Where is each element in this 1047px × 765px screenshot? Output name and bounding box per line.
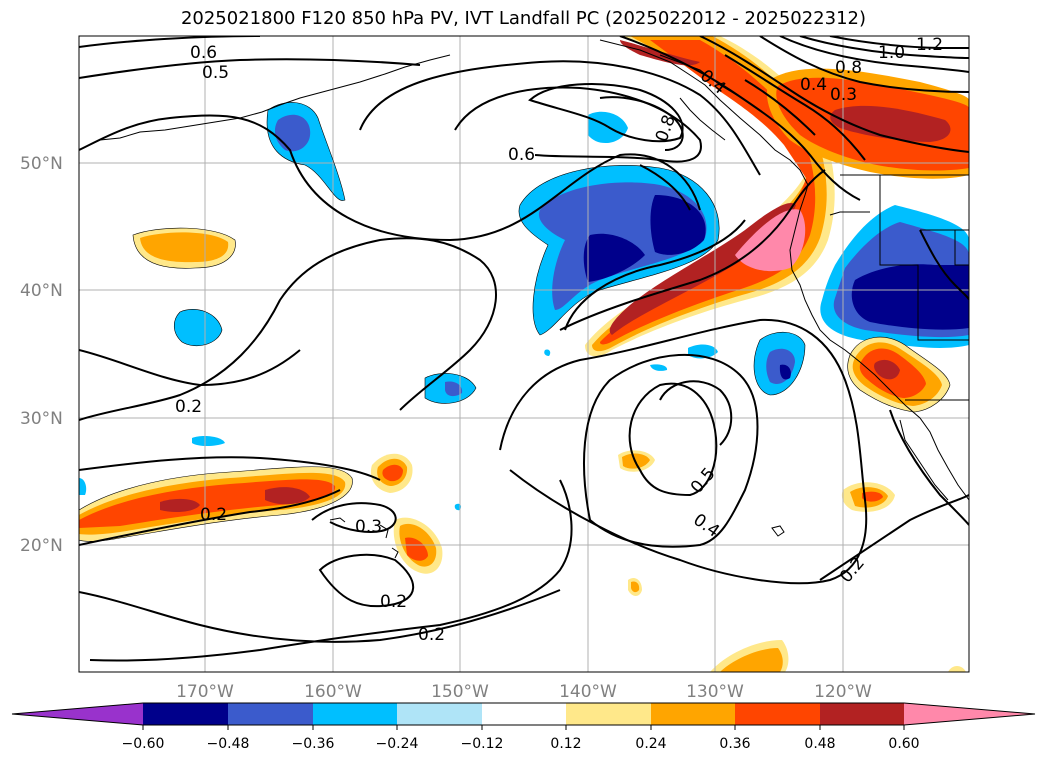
map-panel: 0.6 0.5 0.6 0.8 1.0 1.2 0.4 0.8 0.3 0.2 … [79, 35, 969, 672]
lon-label-150w: 150°W [431, 682, 489, 702]
lat-label-50n: 50°N [20, 154, 63, 174]
colorbar-tick-marks [142, 725, 905, 730]
colorbar-segment [397, 703, 482, 725]
lat-label-20n: 20°N [20, 536, 63, 556]
positive-anomaly-fills [79, 36, 969, 672]
colorbar-tick-label: 0.24 [635, 736, 666, 752]
contour-label: 0.2 [380, 592, 407, 612]
longitude-labels: 170°W 160°W 150°W 140°W 130°W 120°W [176, 682, 872, 702]
colorbar-segment [143, 703, 228, 725]
colorbar-tick-label: 0.48 [804, 736, 835, 752]
contour-label: 0.6 [508, 145, 535, 165]
colorbar-segment [735, 703, 820, 725]
colorbar: −0.60 −0.48 −0.36 −0.24 −0.12 0.12 0.24 … [11, 702, 1036, 752]
contour-label: 1.0 [878, 43, 905, 63]
map-frame [78, 35, 970, 673]
pv-contour-lines [79, 36, 969, 662]
colorbar-tick-label: 0.12 [550, 736, 581, 752]
lat-label-30n: 30°N [20, 409, 63, 429]
colorbar-tick-label: −0.36 [292, 736, 335, 752]
colorbar-tick-label: 0.36 [719, 736, 750, 752]
colorbar-segment [482, 703, 566, 725]
contour-label: 0.5 [202, 63, 229, 83]
colorbar-segment [313, 703, 397, 725]
contour-label: 0.3 [830, 85, 857, 105]
lon-label-170w: 170°W [176, 682, 234, 702]
contour-label: 0.6 [190, 43, 217, 63]
contour-label: 0.4 [800, 75, 827, 95]
gridlines [79, 36, 969, 672]
lat-label-40n: 40°N [20, 281, 63, 301]
lon-label-160w: 160°W [304, 682, 362, 702]
contour-label: 0.2 [418, 625, 445, 645]
contour-label: 0.2 [175, 397, 202, 417]
lon-label-120w: 120°W [814, 682, 872, 702]
colorbar-tick-label: 0.60 [888, 736, 919, 752]
lon-label-130w: 130°W [686, 682, 744, 702]
coastlines [99, 39, 969, 559]
colorbar-extend-high [904, 703, 1035, 725]
colorbar-tick-label: −0.60 [122, 736, 165, 752]
contour-label: 0.8 [835, 58, 862, 78]
contour-label: 0.3 [355, 517, 382, 537]
contour-labels: 0.6 0.5 0.6 0.8 1.0 1.2 0.4 0.8 0.3 0.2 … [175, 35, 943, 645]
latitude-labels: 50°N 40°N 30°N 20°N [20, 154, 63, 556]
colorbar-segment [566, 703, 651, 725]
colorbar-extend-low [12, 703, 143, 725]
lon-label-140w: 140°W [559, 682, 617, 702]
colorbar-segment [651, 703, 735, 725]
colorbar-tick-label: −0.12 [461, 736, 504, 752]
colorbar-tick-label: −0.24 [376, 736, 419, 752]
colorbar-segment [820, 703, 904, 725]
colorbar-segment [228, 703, 313, 725]
colorbar-tick-label: −0.48 [207, 736, 250, 752]
contour-label: 0.2 [200, 505, 227, 525]
map-title: 2025021800 F120 850 hPa PV, IVT Landfall… [180, 8, 867, 29]
contour-label: 1.2 [916, 35, 943, 55]
